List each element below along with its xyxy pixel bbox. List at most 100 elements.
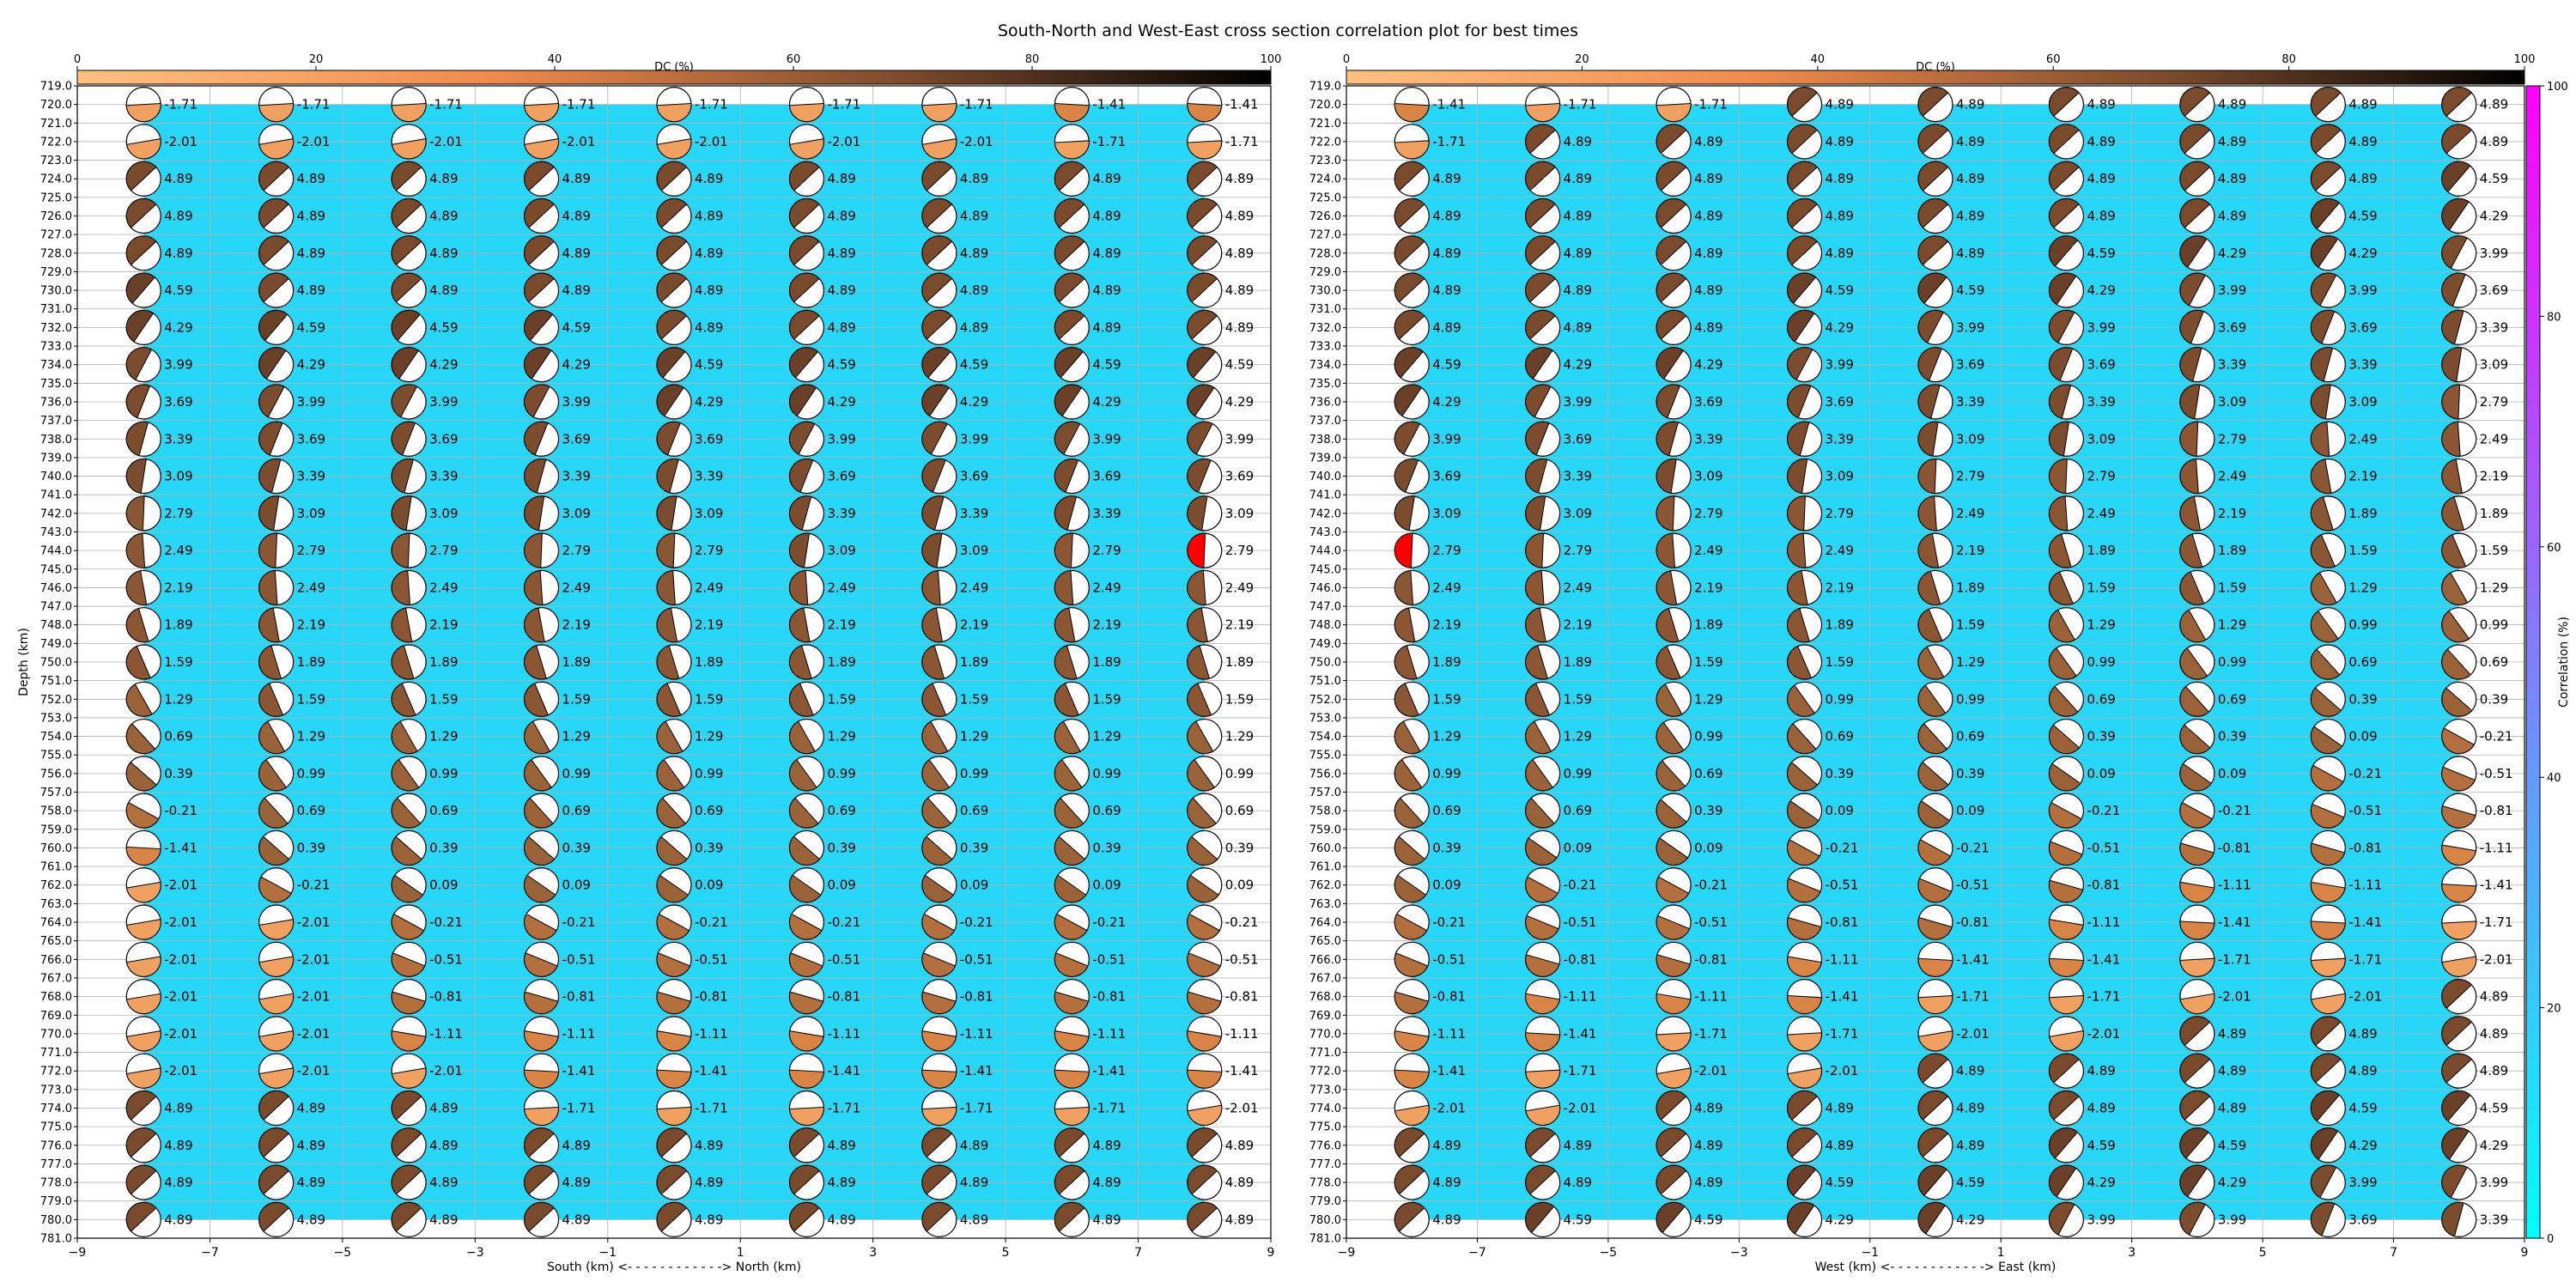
beachball-label: 4.89	[562, 171, 591, 186]
beachball	[921, 309, 957, 345]
y-tick-label: 749.0	[1309, 638, 1341, 651]
beachball	[391, 644, 427, 680]
beachball-label: -1.11	[2218, 878, 2251, 893]
beachball	[2441, 458, 2477, 495]
beachball	[1525, 384, 1561, 420]
beachball-label: 3.69	[695, 431, 723, 447]
beachball	[1187, 532, 1223, 568]
beachball	[1394, 904, 1430, 940]
beachball	[1656, 1053, 1692, 1089]
beachball-label: 4.89	[827, 1212, 855, 1227]
beachball	[921, 941, 957, 977]
beachball	[523, 1201, 560, 1237]
beachball-label: 4.29	[1694, 357, 1722, 373]
beachball-label: 3.39	[1826, 431, 1854, 447]
beachball-label: 0.09	[1694, 840, 1722, 855]
beachball-label: 4.29	[429, 357, 458, 373]
beachball-label: 2.49	[562, 580, 591, 595]
beachball	[391, 756, 427, 792]
beachball	[2179, 1053, 2215, 1089]
beachball	[2048, 756, 2085, 792]
beachball-label: 4.89	[1956, 1063, 1984, 1078]
beachball-label: 4.89	[2348, 97, 2377, 112]
beachball	[1656, 1127, 1692, 1163]
beachball	[1394, 421, 1430, 457]
beachball-label: -0.21	[164, 803, 197, 818]
beachball-label: 4.29	[960, 394, 988, 410]
beachball	[2310, 1164, 2346, 1200]
beachball	[1525, 569, 1561, 606]
beachball-label: 2.79	[1564, 543, 1592, 558]
beachball	[1786, 272, 1823, 308]
beachball-label: 0.69	[695, 803, 723, 818]
beachball	[2310, 421, 2346, 457]
beachball	[1187, 1053, 1223, 1089]
beachball-label: 0.09	[1564, 840, 1592, 855]
beachball-label: -1.41	[1092, 97, 1126, 112]
y-tick-label: 744.0	[40, 545, 72, 558]
y-tick-label: 741.0	[40, 489, 72, 502]
correlation-colorbar-tick-label: 60	[2547, 542, 2561, 555]
beachball-label: 4.89	[164, 171, 192, 186]
beachball-label: -0.51	[2480, 766, 2513, 781]
beachball	[523, 124, 560, 160]
beachball	[1656, 197, 1692, 234]
beachball-label: 2.19	[960, 617, 988, 633]
beachball-label: 4.59	[2480, 1100, 2508, 1115]
beachball	[523, 309, 560, 345]
x-tick-label: −5	[334, 1246, 352, 1260]
beachball	[125, 1127, 161, 1163]
beachball-label: 0.99	[1694, 729, 1722, 744]
beachball-label: -1.11	[1694, 989, 1728, 1005]
beachball	[921, 1053, 957, 1089]
beachball	[1187, 124, 1223, 160]
beachball	[1917, 793, 1953, 829]
beachball	[523, 1090, 560, 1127]
beachball-label: 4.89	[164, 1138, 192, 1153]
beachball-label: 4.89	[1092, 1212, 1121, 1227]
beachball	[391, 681, 427, 717]
beachball-label: 2.49	[429, 580, 458, 595]
beachball-label: -1.11	[562, 1026, 596, 1042]
beachball-label: 2.79	[1956, 469, 1984, 484]
beachball	[2310, 569, 2346, 606]
beachball-label: -2.01	[297, 989, 331, 1005]
beachball	[1917, 607, 1953, 643]
beachball	[2310, 347, 2346, 383]
beachball-label: -0.21	[1092, 914, 1126, 930]
beachball	[1187, 644, 1223, 680]
beachball-label: -0.51	[562, 951, 596, 967]
y-tick-label: 736.0	[1309, 396, 1341, 409]
beachball	[2048, 161, 2085, 197]
beachball	[2310, 756, 2346, 792]
beachball	[1054, 829, 1090, 866]
beachball-label: 2.79	[1432, 543, 1461, 558]
beachball-label: 2.49	[1956, 506, 1984, 521]
beachball-label: -1.11	[695, 1026, 728, 1042]
beachball	[788, 793, 825, 829]
beachball	[1917, 384, 1953, 420]
beachball-label: 1.89	[1694, 617, 1722, 633]
beachball	[2048, 532, 2085, 568]
beachball-label: -0.21	[1826, 840, 1859, 855]
beachball-label: -1.71	[164, 97, 197, 112]
beachball	[258, 124, 295, 160]
beachball	[391, 384, 427, 420]
beachball-label: -0.21	[2348, 766, 2382, 781]
beachball-label: 3.99	[1432, 431, 1461, 447]
beachball	[2441, 979, 2477, 1015]
beachball-label: -1.71	[2218, 951, 2251, 967]
beachball-label: 3.99	[1225, 431, 1254, 447]
beachball-label: 0.39	[1826, 766, 1854, 781]
beachball	[2310, 979, 2346, 1015]
beachball-label: 4.89	[1092, 209, 1121, 224]
y-tick-label: 771.0	[40, 1047, 72, 1060]
beachball-label: 0.99	[1564, 766, 1592, 781]
beachball-label: -0.81	[2348, 840, 2382, 855]
beachball	[1786, 458, 1823, 495]
beachball-label: 4.29	[2348, 1138, 2377, 1153]
beachball	[1054, 1201, 1090, 1237]
beachball	[2179, 347, 2215, 383]
beachball	[2441, 607, 2477, 643]
beachball-label: 2.79	[164, 506, 192, 521]
